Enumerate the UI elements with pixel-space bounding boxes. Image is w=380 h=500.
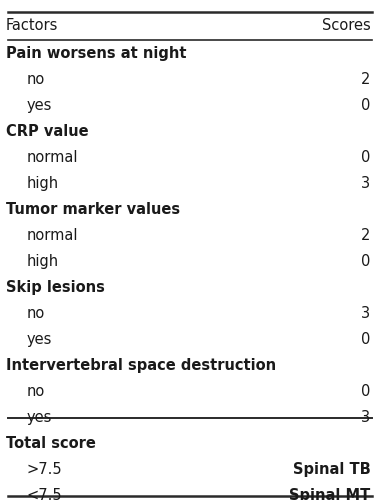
Text: Scores: Scores bbox=[322, 18, 370, 34]
Text: normal: normal bbox=[27, 150, 78, 165]
Text: high: high bbox=[27, 176, 59, 191]
Text: Spinal TB: Spinal TB bbox=[293, 462, 370, 477]
Text: 3: 3 bbox=[361, 410, 370, 425]
Text: CRP value: CRP value bbox=[6, 124, 88, 139]
Text: 3: 3 bbox=[361, 176, 370, 191]
Text: Tumor marker values: Tumor marker values bbox=[6, 202, 180, 217]
Text: 0: 0 bbox=[361, 332, 370, 347]
Text: 3: 3 bbox=[361, 306, 370, 321]
Text: no: no bbox=[27, 384, 45, 399]
Text: 0: 0 bbox=[361, 254, 370, 269]
Text: yes: yes bbox=[27, 332, 52, 347]
Text: >7.5: >7.5 bbox=[27, 462, 62, 477]
Text: Spinal MT: Spinal MT bbox=[289, 488, 370, 500]
Text: high: high bbox=[27, 254, 59, 269]
Text: Factors: Factors bbox=[6, 18, 58, 34]
Text: 0: 0 bbox=[361, 98, 370, 113]
Text: no: no bbox=[27, 72, 45, 87]
Text: 2: 2 bbox=[361, 72, 370, 87]
Text: Skip lesions: Skip lesions bbox=[6, 280, 104, 295]
Text: yes: yes bbox=[27, 410, 52, 425]
Text: Total score: Total score bbox=[6, 436, 96, 451]
Text: Pain worsens at night: Pain worsens at night bbox=[6, 46, 186, 61]
Text: Intervertebral space destruction: Intervertebral space destruction bbox=[6, 358, 276, 373]
Text: 0: 0 bbox=[361, 384, 370, 399]
Text: 2: 2 bbox=[361, 228, 370, 243]
Text: no: no bbox=[27, 306, 45, 321]
Text: 0: 0 bbox=[361, 150, 370, 165]
Text: <7.5: <7.5 bbox=[27, 488, 62, 500]
Text: yes: yes bbox=[27, 98, 52, 113]
Text: normal: normal bbox=[27, 228, 78, 243]
